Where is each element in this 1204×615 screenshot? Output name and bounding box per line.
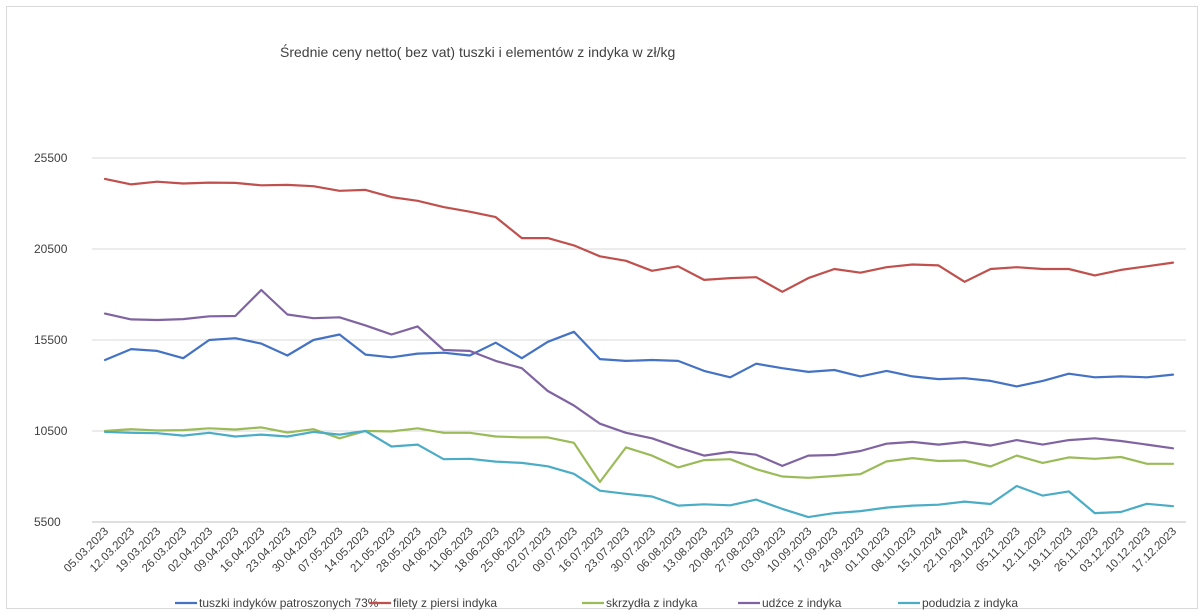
legend-label: udźce z indyka [762,596,842,610]
legend-label: skrzydła z indyka [606,596,698,610]
y-tick-label: 5500 [34,515,61,529]
series-line-3 [103,426,1175,484]
gridlines [92,157,1186,523]
legend-label: podudzia z indyka [922,596,1018,610]
chart-frame [6,6,1198,609]
series-line-4 [103,288,1175,467]
y-tick-label: 20500 [34,242,68,256]
legend-label: tuszki indyków patroszonych 73% [199,596,379,610]
legend-label: filety z piersi indyka [393,596,497,610]
series-line-5 [103,429,1175,519]
series-line-1 [103,330,1175,388]
series-lines [103,177,1175,519]
y-tick-label: 15500 [34,333,68,347]
y-tick-label: 10500 [34,424,68,438]
y-axis-tick-labels: 5500 10500 15500 20500 25500 [34,151,68,529]
y-tick-label: 25500 [34,151,68,165]
series-line-2 [103,177,1175,293]
chart-title: Średnie ceny netto( bez vat) tuszki i el… [280,44,676,60]
x-axis-tick-labels: 05.03.202312.03.202319.03.202326.03.2023… [62,525,1179,575]
legend: tuszki indyków patroszonych 73% filety z … [175,596,1018,610]
